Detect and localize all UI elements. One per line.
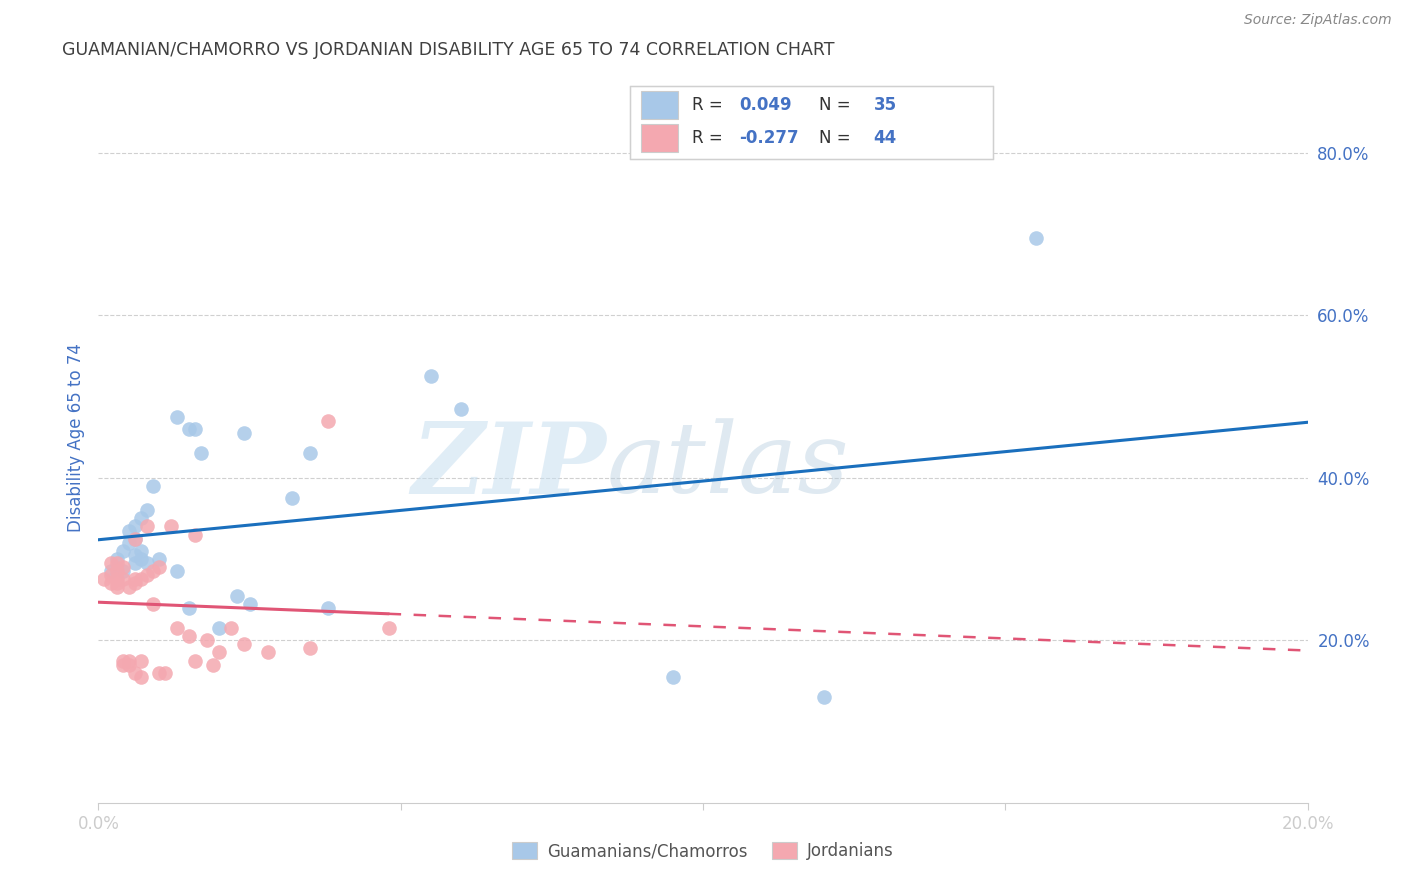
Point (111, 564, 134, 578)
Y-axis label: Disability Age 65 to 74: Disability Age 65 to 74 (66, 343, 84, 532)
Point (111, 544, 134, 558)
Point (184, 654, 207, 668)
Point (118, 535, 141, 549)
Point (100, 556, 122, 570)
Point (190, 446, 212, 460)
Point (124, 665, 146, 680)
Point (153, 665, 176, 680)
Point (111, 572, 134, 586)
Point (179, 629, 201, 643)
Point (111, 654, 134, 668)
Point (202, 657, 225, 672)
Point (1024, 231, 1046, 245)
Point (813, 690, 835, 705)
Point (105, 576, 128, 591)
Point (124, 576, 146, 591)
Point (420, 369, 443, 384)
Point (124, 532, 146, 546)
Point (105, 581, 128, 595)
Point (148, 552, 170, 566)
Point (299, 446, 322, 460)
Point (129, 572, 152, 586)
Point (129, 670, 152, 684)
Point (124, 572, 146, 586)
Legend: Guamanians/Chamorros, Jordanians: Guamanians/Chamorros, Jordanians (512, 842, 894, 860)
Point (148, 665, 170, 680)
Point (135, 556, 157, 570)
Point (256, 645, 278, 659)
Point (129, 511, 152, 525)
Text: GUAMANIAN/CHAMORRO VS JORDANIAN DISABILITY AGE 65 TO 74 CORRELATION CHART: GUAMANIAN/CHAMORRO VS JORDANIAN DISABILI… (62, 41, 835, 59)
Point (166, 564, 188, 578)
Point (281, 491, 304, 505)
Point (118, 524, 141, 538)
Point (377, 621, 399, 635)
Point (160, 519, 183, 533)
Point (142, 564, 165, 578)
Point (195, 633, 218, 648)
Point (221, 621, 243, 635)
Point (239, 597, 262, 611)
Point (142, 479, 165, 493)
Point (450, 401, 472, 416)
Point (316, 600, 339, 615)
Point (232, 425, 254, 440)
Point (184, 527, 207, 541)
Point (111, 657, 134, 672)
Point (105, 564, 128, 578)
Point (129, 544, 152, 558)
Text: atlas: atlas (606, 418, 849, 514)
Text: Source: ZipAtlas.com: Source: ZipAtlas.com (1244, 13, 1392, 28)
Point (118, 657, 141, 672)
Point (124, 532, 146, 546)
Point (299, 641, 322, 656)
Text: ZIP: ZIP (412, 418, 606, 515)
Point (93, 572, 115, 586)
Point (135, 503, 157, 517)
Point (105, 572, 128, 586)
Point (135, 519, 157, 533)
Point (661, 670, 683, 684)
Point (129, 654, 152, 668)
Point (166, 621, 188, 635)
Point (105, 556, 128, 570)
Point (111, 560, 134, 574)
Point (118, 654, 141, 668)
Point (105, 552, 128, 566)
Point (208, 645, 231, 659)
Point (124, 548, 146, 562)
Point (142, 597, 165, 611)
Point (124, 556, 146, 570)
Point (179, 600, 201, 615)
Point (184, 422, 207, 436)
Point (166, 409, 188, 424)
Point (232, 637, 254, 651)
Point (179, 422, 201, 436)
Point (135, 568, 157, 582)
Point (100, 576, 122, 591)
Point (100, 568, 122, 582)
Point (129, 552, 152, 566)
Point (118, 581, 141, 595)
Point (316, 414, 339, 428)
Point (208, 621, 231, 635)
Point (226, 589, 249, 603)
Point (100, 564, 122, 578)
Point (148, 560, 170, 574)
Point (124, 519, 146, 533)
